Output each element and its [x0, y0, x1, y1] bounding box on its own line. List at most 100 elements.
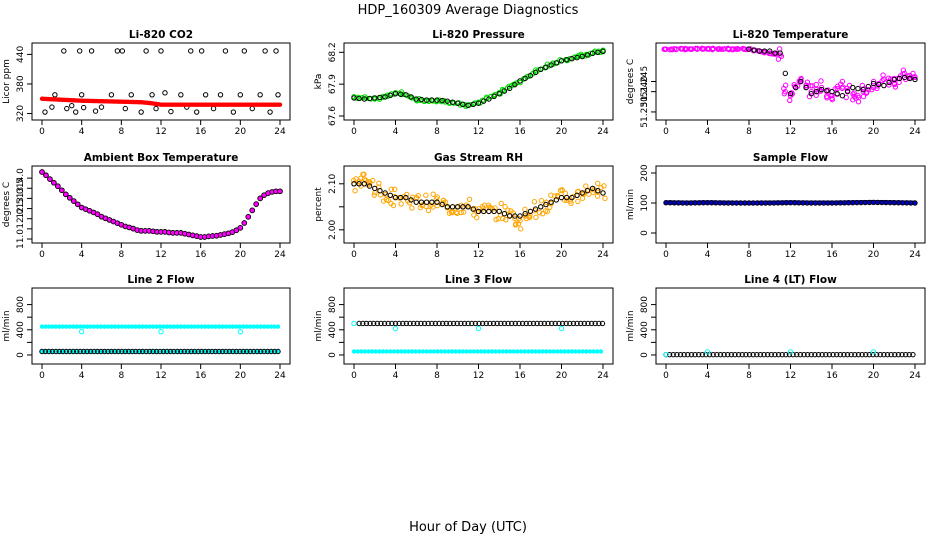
data-point: [46, 324, 52, 329]
data-point: [108, 348, 115, 355]
data-point: [367, 320, 373, 327]
data-point: [681, 351, 687, 358]
data-point: [366, 349, 371, 354]
data-point: [142, 228, 148, 234]
data-point: [853, 95, 859, 102]
data-point: [138, 109, 144, 115]
data-point: [128, 92, 134, 98]
data-point: [202, 324, 208, 329]
data-point: [57, 324, 62, 329]
data-point: [553, 60, 560, 66]
data-point: [782, 70, 789, 77]
x-tick-label: 20: [235, 250, 247, 260]
data-point: [870, 78, 877, 85]
data-point: [388, 186, 395, 192]
data-point: [869, 86, 875, 93]
data-point: [778, 53, 785, 60]
data-point: [435, 349, 440, 354]
data-point: [859, 351, 865, 358]
data-point: [670, 351, 676, 358]
series-averages: [351, 181, 606, 219]
x-tick-label: 12: [155, 371, 166, 381]
data-point: [39, 348, 45, 355]
data-point: [392, 320, 399, 327]
data-point: [178, 324, 184, 329]
data-point: [261, 348, 267, 355]
data-point: [361, 96, 368, 102]
data-point: [272, 324, 277, 329]
y-axis-label: degrees C: [626, 59, 636, 104]
data-point: [240, 348, 247, 355]
data-point: [119, 348, 125, 355]
data-point: [174, 230, 180, 236]
data-point: [794, 351, 800, 358]
data-point: [49, 104, 55, 110]
y-axis-label: ml/min: [626, 310, 636, 341]
data-point: [464, 349, 469, 354]
data-point: [248, 324, 253, 329]
data-point: [108, 92, 115, 98]
data-point-outline: [233, 227, 240, 234]
data-point: [105, 348, 111, 355]
data-point: [436, 320, 442, 327]
data-point: [157, 348, 163, 355]
panel-6: Line 2 Flow ml/min 0 4 8 12 16 20 24 0 400 800: [2, 274, 291, 381]
data-point: [143, 48, 149, 54]
data-point: [362, 94, 368, 100]
panel-3: Ambient Box Temperature degrees C 0 4 8 12 16 2…: [2, 152, 291, 260]
panel-8: Line 4 (LT) Flow ml/min 0 4 8 12 16 20 24 0 400 800: [626, 274, 926, 381]
data-point: [577, 320, 584, 327]
data-point: [158, 328, 164, 335]
x-tick-label: 0: [351, 250, 357, 260]
data-point: [574, 54, 580, 61]
data-point: [397, 194, 404, 201]
data-point: [692, 351, 698, 358]
data-point: [512, 320, 519, 327]
data-point: [47, 176, 53, 182]
data-point: [870, 80, 877, 87]
data-point: [699, 351, 706, 358]
data-point: [122, 348, 129, 355]
data-point: [896, 75, 903, 82]
data-point: [538, 204, 544, 210]
x-tick-label: 20: [556, 371, 568, 381]
data-point: [91, 324, 97, 329]
data-point: [198, 48, 205, 54]
data-point: [160, 348, 167, 355]
data-point: [568, 200, 574, 206]
data-point: [150, 324, 156, 329]
data-point: [455, 100, 461, 106]
data-point: [373, 349, 378, 354]
data-point: [569, 194, 575, 201]
data-point: [813, 81, 819, 88]
data-point: [237, 348, 243, 355]
data-point: [598, 184, 604, 191]
data-point: [416, 95, 422, 102]
data-point: [42, 348, 49, 355]
data-point: [275, 92, 281, 98]
y-axis-label: ml/min: [626, 189, 636, 220]
data-point: [517, 78, 523, 84]
data-point: [363, 320, 370, 327]
data-point: [553, 197, 560, 203]
data-point: [584, 188, 591, 194]
data-point: [374, 320, 381, 327]
data-point: [410, 320, 417, 327]
data-point: [891, 76, 897, 83]
data-point: [575, 198, 581, 205]
data-point: [497, 349, 502, 354]
data-point: [600, 48, 606, 54]
data-point: [475, 349, 480, 354]
data-point: [829, 88, 835, 95]
data-point: [787, 97, 793, 104]
x-tick-label: 12: [155, 127, 166, 137]
data-point-outline: [94, 211, 101, 218]
x-tick-label: 24: [274, 250, 286, 260]
data-point: [396, 194, 402, 201]
data-point: [371, 320, 377, 327]
data-point: [679, 46, 686, 52]
panel-title: Sample Flow: [753, 152, 828, 164]
data-point: [884, 351, 891, 358]
x-tick-label: 24: [909, 250, 921, 260]
data-point: [161, 324, 166, 329]
